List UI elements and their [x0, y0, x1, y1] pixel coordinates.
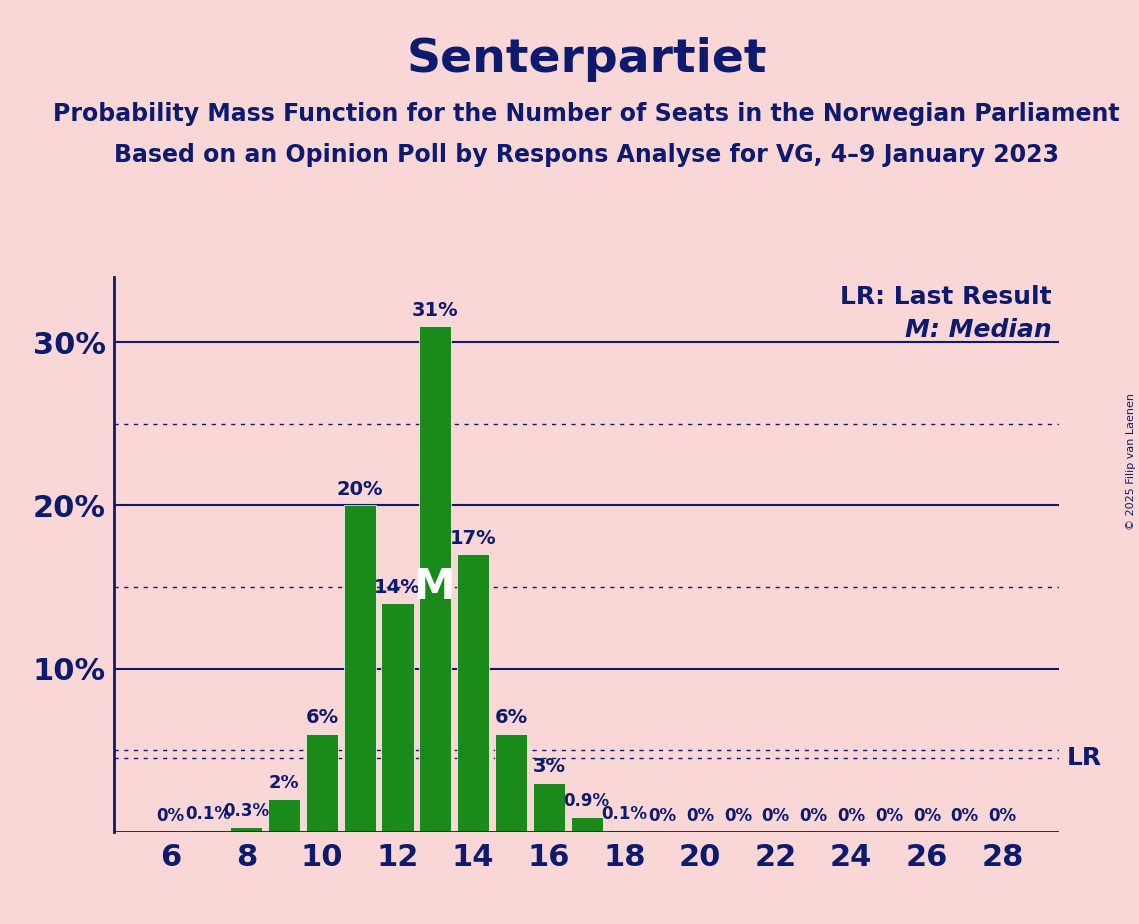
Bar	[419, 326, 451, 832]
Text: 0%: 0%	[989, 807, 1017, 825]
Text: 0%: 0%	[762, 807, 789, 825]
Bar	[608, 830, 640, 832]
Text: 17%: 17%	[450, 529, 497, 548]
Text: LR: Last Result: LR: Last Result	[841, 286, 1051, 310]
Bar	[230, 827, 262, 832]
Text: Senterpartiet: Senterpartiet	[407, 37, 767, 82]
Bar	[382, 603, 413, 832]
Text: 0.1%: 0.1%	[601, 806, 647, 823]
Text: 6%: 6%	[494, 708, 527, 727]
Text: 0%: 0%	[837, 807, 866, 825]
Text: 0%: 0%	[648, 807, 677, 825]
Text: 0.1%: 0.1%	[186, 806, 231, 823]
Text: 0.3%: 0.3%	[223, 802, 269, 821]
Text: Based on an Opinion Poll by Respons Analyse for VG, 4–9 January 2023: Based on an Opinion Poll by Respons Anal…	[114, 143, 1059, 167]
Text: LR: LR	[1067, 747, 1101, 771]
Text: 6%: 6%	[305, 708, 338, 727]
Text: 0%: 0%	[875, 807, 903, 825]
Text: 0.9%: 0.9%	[564, 793, 609, 810]
Text: 0%: 0%	[912, 807, 941, 825]
Text: M: M	[412, 566, 454, 608]
Bar	[571, 817, 603, 832]
Text: 0%: 0%	[156, 807, 185, 825]
Text: Probability Mass Function for the Number of Seats in the Norwegian Parliament: Probability Mass Function for the Number…	[54, 102, 1120, 126]
Bar	[457, 554, 490, 832]
Text: 14%: 14%	[374, 578, 421, 597]
Text: 2%: 2%	[269, 774, 300, 793]
Text: 3%: 3%	[532, 757, 565, 776]
Text: 20%: 20%	[336, 480, 383, 499]
Text: © 2025 Filip van Laenen: © 2025 Filip van Laenen	[1126, 394, 1136, 530]
Text: 0%: 0%	[951, 807, 978, 825]
Text: 0%: 0%	[723, 807, 752, 825]
Bar	[344, 505, 376, 832]
Text: 0%: 0%	[686, 807, 714, 825]
Text: 31%: 31%	[412, 300, 459, 320]
Bar	[192, 830, 224, 832]
Bar	[305, 734, 338, 832]
Bar	[494, 734, 527, 832]
Text: M: Median: M: Median	[906, 318, 1051, 342]
Text: 0%: 0%	[800, 807, 828, 825]
Bar	[268, 799, 301, 832]
Bar	[533, 783, 565, 832]
